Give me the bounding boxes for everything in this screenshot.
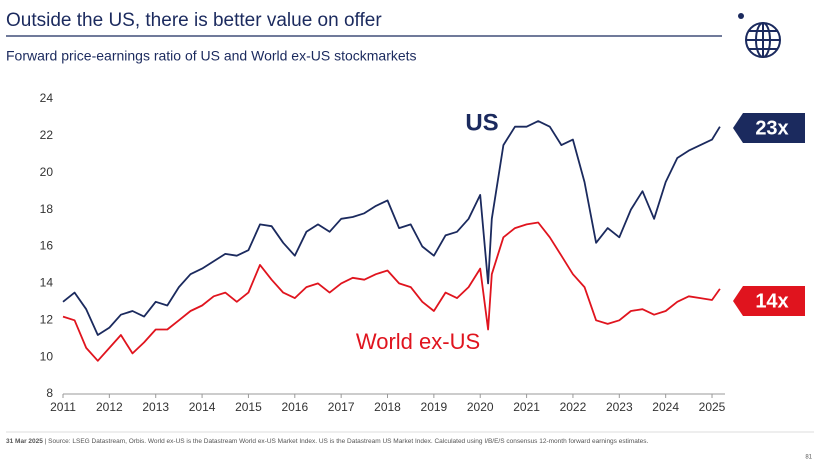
y-tick-label: 24 xyxy=(40,91,54,105)
x-tick-label: 2011 xyxy=(50,400,76,414)
x-tick-label: 2024 xyxy=(652,400,679,414)
x-tick-label: 2019 xyxy=(421,400,448,414)
x-tick-label: 2014 xyxy=(189,400,216,414)
chart-title: Outside the US, there is better value on… xyxy=(6,10,382,31)
callout-us xyxy=(733,113,805,143)
callout-world xyxy=(733,286,805,316)
y-tick-label: 12 xyxy=(40,312,54,326)
y-tick-label: 14 xyxy=(40,276,54,290)
globe-icon xyxy=(745,22,781,58)
callout-label: 23x xyxy=(755,117,788,139)
x-tick-label: 2012 xyxy=(96,400,123,414)
series-line xyxy=(62,221,721,362)
footnote: 31 Mar 2025 | Source: LSEG Datastream, O… xyxy=(6,438,649,445)
footnote-source: | Source: LSEG Datastream, Orbis. World … xyxy=(45,438,649,445)
x-tick-label: 2021 xyxy=(513,400,540,414)
x-tick-label: 2022 xyxy=(560,400,587,414)
series-label: US xyxy=(465,109,498,136)
x-tick-label: 2025 xyxy=(699,400,726,414)
y-tick-label: 16 xyxy=(40,239,54,253)
x-tick-label: 2017 xyxy=(328,400,355,414)
series-line xyxy=(62,120,721,336)
x-tick-label: 2015 xyxy=(235,400,262,414)
y-tick-label: 20 xyxy=(40,165,54,179)
series-label: World ex-US xyxy=(356,329,480,354)
x-tick-label: 2023 xyxy=(606,400,633,414)
x-tick-label: 2018 xyxy=(374,400,401,414)
y-tick-label: 10 xyxy=(40,349,54,363)
x-tick-label: 2013 xyxy=(142,400,169,414)
footnote-date: 31 Mar 2025 xyxy=(6,438,43,445)
callout-label: 14x xyxy=(755,290,788,312)
x-tick-label: 2016 xyxy=(281,400,308,414)
chart-subtitle: Forward price-earnings ratio of US and W… xyxy=(6,48,417,64)
y-tick-label: 22 xyxy=(40,128,54,142)
icon-dot xyxy=(738,13,744,19)
y-tick-label: 18 xyxy=(40,202,54,216)
x-tick-label: 2020 xyxy=(467,400,494,414)
page-number: 81 xyxy=(805,455,812,461)
y-tick-label: 8 xyxy=(46,386,53,400)
